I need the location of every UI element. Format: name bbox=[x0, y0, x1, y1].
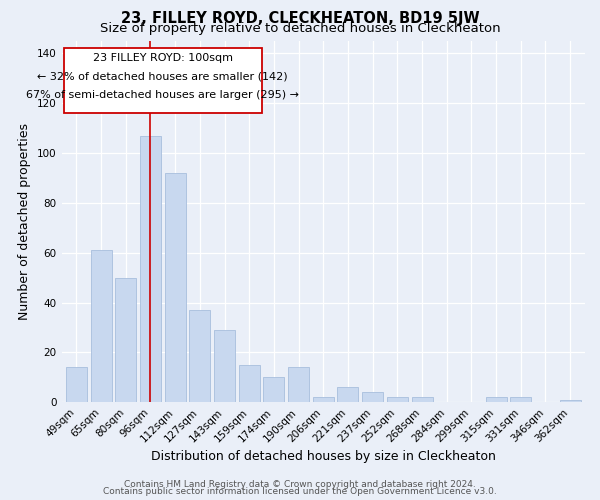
X-axis label: Distribution of detached houses by size in Cleckheaton: Distribution of detached houses by size … bbox=[151, 450, 496, 462]
Y-axis label: Number of detached properties: Number of detached properties bbox=[19, 123, 31, 320]
Bar bbox=[511, 397, 531, 402]
Bar bbox=[560, 400, 581, 402]
Text: Contains public sector information licensed under the Open Government Licence v3: Contains public sector information licen… bbox=[103, 487, 497, 496]
Bar bbox=[140, 136, 161, 402]
FancyBboxPatch shape bbox=[64, 48, 262, 113]
Bar bbox=[337, 388, 358, 402]
Bar bbox=[412, 397, 433, 402]
Text: 23, FILLEY ROYD, CLECKHEATON, BD19 5JW: 23, FILLEY ROYD, CLECKHEATON, BD19 5JW bbox=[121, 11, 479, 26]
Bar bbox=[115, 278, 136, 402]
Text: 67% of semi-detached houses are larger (295) →: 67% of semi-detached houses are larger (… bbox=[26, 90, 299, 101]
Bar bbox=[263, 378, 284, 402]
Bar bbox=[362, 392, 383, 402]
Bar bbox=[387, 397, 408, 402]
Bar bbox=[239, 365, 260, 402]
Text: ← 32% of detached houses are smaller (142): ← 32% of detached houses are smaller (14… bbox=[37, 72, 288, 82]
Bar bbox=[91, 250, 112, 402]
Bar bbox=[288, 368, 309, 402]
Text: Size of property relative to detached houses in Cleckheaton: Size of property relative to detached ho… bbox=[100, 22, 500, 35]
Bar bbox=[214, 330, 235, 402]
Bar bbox=[190, 310, 211, 402]
Text: Contains HM Land Registry data © Crown copyright and database right 2024.: Contains HM Land Registry data © Crown c… bbox=[124, 480, 476, 489]
Bar bbox=[485, 397, 506, 402]
Bar bbox=[313, 397, 334, 402]
Bar bbox=[164, 173, 185, 402]
Bar bbox=[66, 368, 87, 402]
Text: 23 FILLEY ROYD: 100sqm: 23 FILLEY ROYD: 100sqm bbox=[93, 54, 233, 64]
